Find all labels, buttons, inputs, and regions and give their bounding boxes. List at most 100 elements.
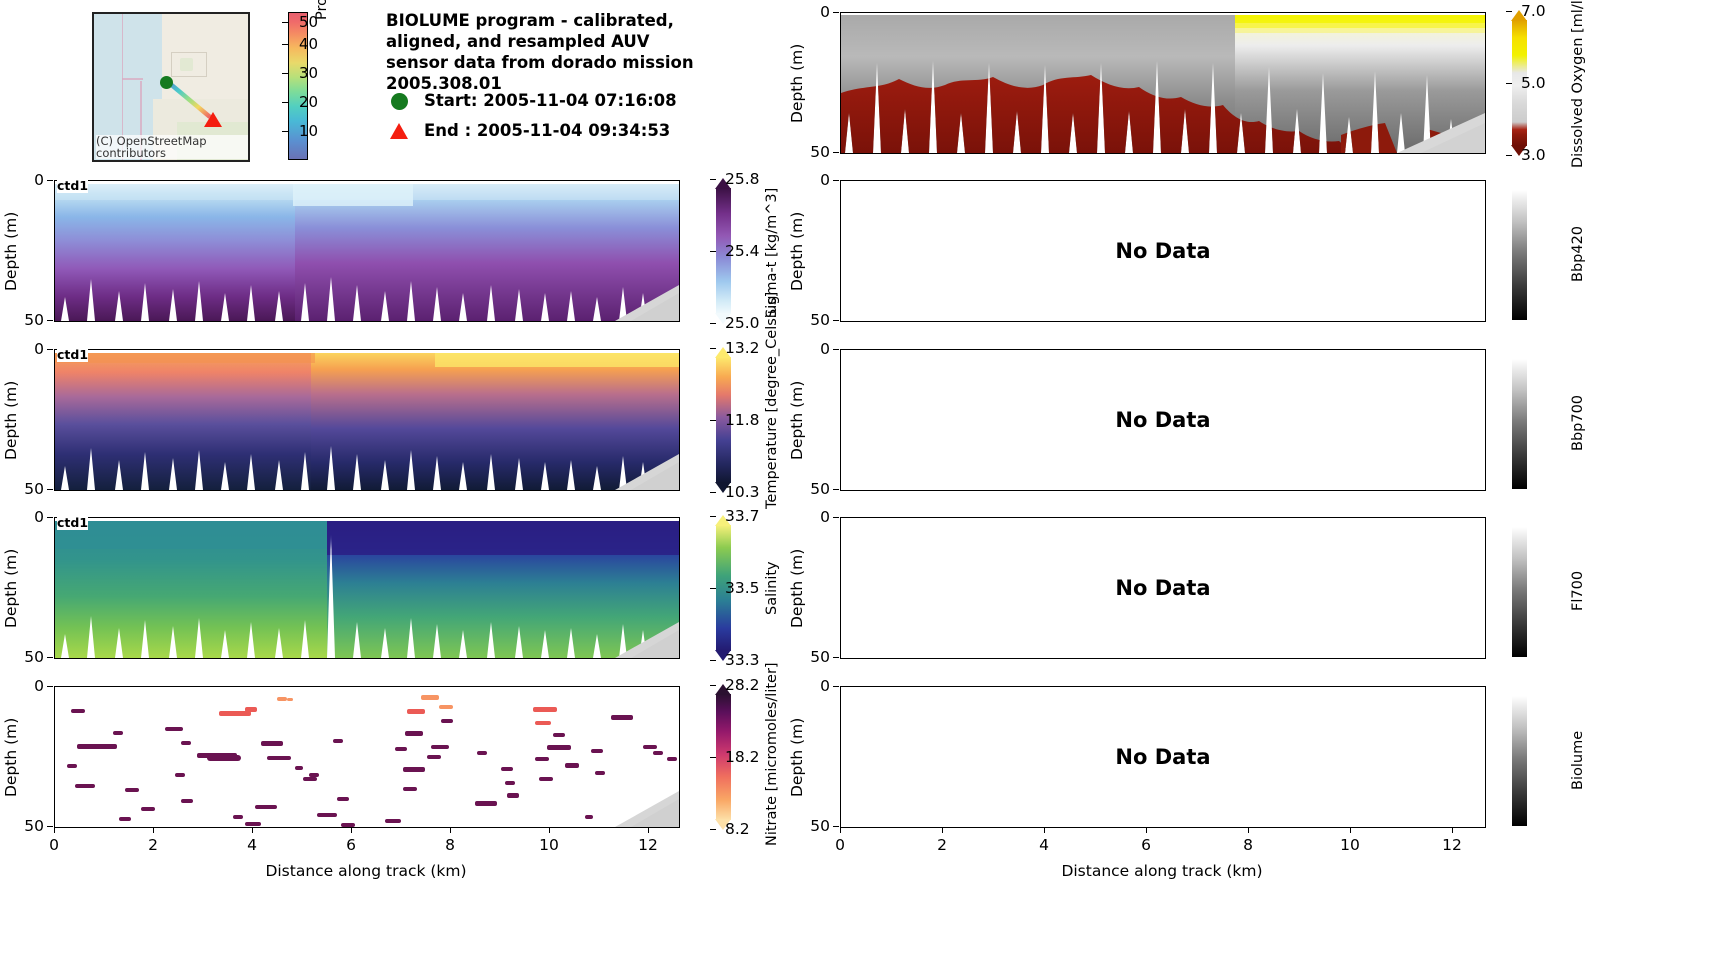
map-boundary-line-2 xyxy=(140,81,142,160)
cbtick-top-sigma-t xyxy=(710,179,716,180)
cb-label-10: 10 xyxy=(299,122,319,140)
ylabel-salinity: Depth (m) xyxy=(2,548,20,628)
xtick-mark-6-right xyxy=(1146,827,1147,833)
ytick-mark-0-oxygen xyxy=(833,12,839,13)
mission-map-inset[interactable]: (C) OpenStreetMap contributors xyxy=(92,12,250,162)
ytick-mark-0-sigma-t xyxy=(47,180,53,181)
cb-label-20: 20 xyxy=(299,93,319,111)
cbtick-bot-sigma-t xyxy=(710,323,716,324)
xtick-mark-2-right xyxy=(942,827,943,833)
cblabel-bot-nitrate: 8.2 xyxy=(725,820,750,838)
cblabel-top-salinity: 33.7 xyxy=(725,507,760,525)
ytick-label-50-salinity: 50 xyxy=(24,648,44,666)
cblabel-bot-oxygen: 3.0 xyxy=(1521,146,1546,164)
colorbar-gradient-bbp420 xyxy=(1512,190,1527,320)
xlabel-right-column: Distance along track (km) xyxy=(1061,862,1263,880)
salinity-heatmap xyxy=(55,518,679,658)
cb-tick-50 xyxy=(282,22,289,23)
ytick-mark-50-oxygen xyxy=(833,152,839,153)
cblabel-mid-nitrate: 18.2 xyxy=(725,748,760,766)
xtick-mark-6-left xyxy=(351,827,352,833)
colorbar-title-salinity: Salinity xyxy=(764,561,780,615)
colorbar-cap-bot-temperature xyxy=(715,482,731,493)
cbtick-mid-salinity xyxy=(710,588,716,589)
colorbar-cap-bot-salinity xyxy=(715,650,731,661)
ytick-mark-0-salinity xyxy=(47,517,53,518)
cbtick-top-temperature xyxy=(710,348,716,349)
panel-biolume[interactable]: No Data 0 50 Depth (m) 0 2 4 6 8 10 12 D… xyxy=(788,677,1486,880)
panel-temperature[interactable]: ctd1 0 50 Depth (m) xyxy=(2,340,680,498)
panel-fl700[interactable]: No Data 0 50 Depth (m) xyxy=(788,508,1486,666)
cbtick-mid-oxygen xyxy=(1506,83,1512,84)
xtick-mark-12-left xyxy=(648,827,649,833)
ytick-label-0-bbp700: 0 xyxy=(820,340,830,358)
panel-nitrate[interactable]: 0 50 Depth (m) 0 2 4 6 8 10 12 Distance … xyxy=(2,677,680,880)
colorbar-oxygen: 7.0 5.0 3.0 Dissolved Oxygen [ml/l] xyxy=(1506,0,1586,168)
cblabel-top-oxygen: 7.0 xyxy=(1521,2,1546,20)
xtick-mark-4-right xyxy=(1044,827,1045,833)
cblabel-top-sigma-t: 25.8 xyxy=(725,170,760,188)
instrument-tag-temperature: ctd1 xyxy=(57,347,89,362)
colorbar-cap-bot-sigma-t xyxy=(715,313,731,324)
end-marker xyxy=(204,112,222,127)
ylabel-biolume: Depth (m) xyxy=(788,717,806,797)
figure-title: BIOLUME program - calibrated, aligned, a… xyxy=(386,11,694,93)
cblabel-bot-sigma-t: 25.0 xyxy=(725,314,760,332)
no-data-message-bbp700: No Data xyxy=(1115,408,1211,432)
cbtick-bot-nitrate xyxy=(710,829,716,830)
panel-salinity[interactable]: ctd1 0 50 Depth (m) xyxy=(2,508,680,666)
colorbar-cap-top-oxygen xyxy=(1511,10,1527,21)
legend-row-end: End : 2005-11-04 09:34:53 xyxy=(386,116,677,146)
instrument-tag-salinity: ctd1 xyxy=(57,515,89,530)
xlabel-left-column: Distance along track (km) xyxy=(265,862,467,880)
colorbar-gradient-bbp700 xyxy=(1512,359,1527,489)
plot-area-oxygen xyxy=(840,12,1486,154)
xtick-mark-4-left xyxy=(252,827,253,833)
ytick-mark-50-salinity xyxy=(47,657,53,658)
legend-start-label: Start: 2005-11-04 07:16:08 xyxy=(424,91,677,110)
colorbar-gradient-salinity xyxy=(716,525,731,651)
ytick-mark-0-biolume xyxy=(833,686,839,687)
temperature-heatmap xyxy=(55,350,679,490)
panel-oxygen[interactable]: 0 50 Depth (m) xyxy=(788,3,1486,161)
xtick-mark-0-left xyxy=(54,827,55,833)
cblabel-bot-salinity: 33.3 xyxy=(725,651,760,669)
panel-bbp420[interactable]: No Data 0 50 Depth (m) xyxy=(788,171,1486,329)
sigma-t-heatmap xyxy=(55,181,679,321)
xtick-label-12-right: 12 xyxy=(1442,836,1462,854)
colorbar-gradient-nitrate xyxy=(716,694,731,820)
panel-sigma-t[interactable]: ctd1 0 50 Depth (m) xyxy=(2,171,680,329)
colorbar-temperature: 13.2 11.8 10.3 Temperature [degree_Celsi… xyxy=(710,292,780,509)
cbtick-bot-temperature xyxy=(710,492,716,493)
colorbar-gradient-biolume xyxy=(1512,696,1527,826)
colorbar-cap-top-sigma-t xyxy=(715,178,731,189)
ytick-label-50-oxygen: 50 xyxy=(810,143,830,161)
ytick-label-50-biolume: 50 xyxy=(810,817,830,835)
colorbar-gradient-sigma-t xyxy=(716,188,731,314)
ytick-label-0-oxygen: 0 xyxy=(820,3,830,21)
cbtick-bot-salinity xyxy=(710,660,716,661)
colorbar-cap-top-salinity xyxy=(715,515,731,526)
plot-area-bbp420: No Data xyxy=(840,180,1486,322)
ylabel-temperature: Depth (m) xyxy=(2,380,20,460)
colorbar-sigma-t: 25.8 25.4 25.0 Sigma-t [kg/m^3] xyxy=(710,170,780,332)
ytick-mark-0-fl700 xyxy=(833,517,839,518)
xtick-mark-8-right xyxy=(1248,827,1249,833)
no-data-message-fl700: No Data xyxy=(1115,576,1211,600)
cblabel-mid-temperature: 11.8 xyxy=(725,411,760,429)
colorbar-biolume: Biolume xyxy=(1512,696,1586,826)
cblabel-mid-oxygen: 5.0 xyxy=(1521,74,1546,92)
ytick-mark-0-bbp420 xyxy=(833,180,839,181)
cbtick-mid-temperature xyxy=(710,420,716,421)
red-triangle-icon xyxy=(386,123,412,139)
xtick-label-10-right: 10 xyxy=(1340,836,1360,854)
panel-bbp700[interactable]: No Data 0 50 Depth (m) xyxy=(788,340,1486,498)
cblabel-mid-salinity: 33.5 xyxy=(725,579,760,597)
ytick-label-0-salinity: 0 xyxy=(34,508,44,526)
ytick-label-50-temperature: 50 xyxy=(24,480,44,498)
xtick-label-4-right: 4 xyxy=(1039,836,1049,854)
cbtick-mid-sigma-t xyxy=(710,251,716,252)
no-data-message-bbp420: No Data xyxy=(1115,239,1211,263)
colorbar-salinity: 33.7 33.5 33.3 Salinity xyxy=(710,507,780,669)
ytick-label-50-nitrate: 50 xyxy=(24,817,44,835)
